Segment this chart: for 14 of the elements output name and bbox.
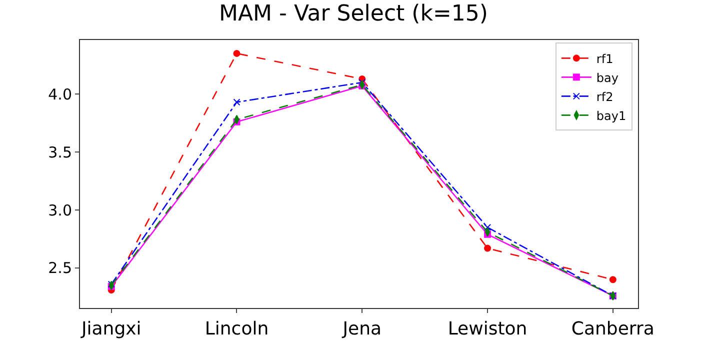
legend-label: bay <box>596 70 618 85</box>
legend-label: bay1 <box>596 108 626 123</box>
y-tick-label: 3.5 <box>48 143 72 162</box>
x-tick-label: Canberra <box>571 318 654 340</box>
legend-label: rf1 <box>596 52 614 66</box>
x-tick-label: Lewiston <box>448 318 528 340</box>
x-tick-label: Jena <box>342 318 382 340</box>
legend-label: rf2 <box>596 90 614 104</box>
x-tick-label: Jiangxi <box>80 318 142 340</box>
y-tick-label: 3.0 <box>48 201 72 220</box>
y-tick-label: 4.0 <box>48 85 72 104</box>
chart-title: MAM - Var Select (k=15) <box>219 2 488 27</box>
y-tick-label: 2.5 <box>48 259 72 278</box>
x-tick-label: Lincoln <box>204 318 269 340</box>
